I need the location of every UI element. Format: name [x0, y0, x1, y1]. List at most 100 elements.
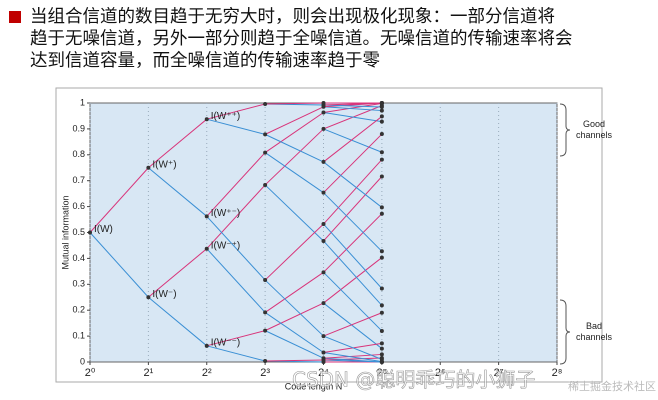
node-label: I(W⁺⁻): [211, 208, 240, 219]
x-tick-label: 2⁸: [552, 367, 563, 379]
node: [263, 358, 268, 363]
node: [379, 108, 384, 113]
edge: [264, 279, 324, 337]
edge: [265, 359, 324, 362]
y-tick-label: 0.2: [72, 305, 85, 315]
edge: [89, 167, 149, 233]
node: [379, 119, 384, 124]
node: [321, 301, 326, 306]
node: [204, 117, 209, 122]
edge: [264, 133, 324, 163]
node: [379, 101, 384, 105]
edge: [148, 248, 208, 298]
node-label: I(W⁺⁺): [211, 111, 240, 122]
node: [321, 334, 326, 339]
node: [379, 249, 384, 254]
node-label: I(W): [94, 224, 113, 235]
edge: [323, 192, 383, 252]
node: [379, 105, 384, 110]
node-label: I(W⁻⁺): [211, 240, 240, 251]
node-label: I(W⁻): [152, 289, 176, 300]
node: [321, 270, 326, 275]
node: [379, 157, 384, 162]
edge: [323, 102, 382, 113]
node: [379, 174, 384, 179]
edge: [323, 312, 383, 337]
x-tick-label: 2³: [260, 367, 270, 379]
edge: [206, 345, 266, 362]
node: [263, 278, 268, 283]
bullet: [9, 11, 21, 23]
y-tick-label: 0.1: [72, 330, 85, 340]
node: [379, 205, 384, 210]
edge: [323, 116, 383, 163]
y-tick-label: 0: [80, 356, 85, 366]
node: [263, 310, 268, 315]
edge: [323, 176, 383, 242]
x-tick-label: 2⁴: [318, 367, 329, 379]
header-line: 当组合信道的数目趋于无穷大时，则会出现极化现象：一部分信道将: [30, 7, 555, 27]
x-tick-label: 2²: [202, 367, 212, 379]
edge: [264, 302, 324, 332]
edge: [264, 152, 324, 194]
node: [379, 150, 384, 155]
node: [321, 356, 326, 361]
edge: [264, 184, 324, 242]
edge: [206, 152, 266, 217]
edge: [206, 248, 266, 313]
edge: [323, 128, 383, 153]
edge: [323, 106, 382, 112]
edge: [264, 112, 324, 153]
edge: [323, 159, 383, 225]
bad-label: Bad channels: [575, 321, 613, 342]
x-tick-label: 2⁵: [377, 367, 388, 379]
node: [379, 357, 384, 362]
watermark-sub: 稀土掘金技术社区: [568, 379, 656, 393]
node: [321, 101, 326, 105]
node: [88, 230, 92, 235]
node: [379, 341, 384, 346]
y-tick-label: 0.8: [72, 149, 85, 159]
node: [321, 190, 326, 195]
edge: [323, 357, 382, 363]
node: [263, 150, 268, 155]
edge: [323, 133, 383, 194]
node: [146, 295, 151, 300]
node: [379, 346, 384, 351]
edge: [323, 161, 383, 208]
y-tick-label: 0.6: [72, 201, 85, 211]
watermark: CSDN @聪明乖巧的小狮子: [292, 368, 535, 392]
edge: [323, 357, 382, 361]
edge: [264, 223, 324, 281]
node: [379, 286, 384, 291]
edge: [206, 184, 266, 250]
edge: [206, 330, 266, 347]
node: [379, 303, 384, 308]
node: [379, 132, 384, 137]
node: [263, 102, 268, 107]
node: [321, 222, 326, 227]
edge: [264, 106, 324, 135]
node: [146, 165, 151, 170]
node: [321, 350, 326, 355]
edge: [323, 213, 383, 273]
edge: [89, 232, 149, 298]
node: [379, 328, 384, 333]
good-label: Good channels: [575, 119, 613, 140]
y-axis-label: Mutual information: [60, 195, 70, 269]
header: 当组合信道的数目趋于无穷大时，则会出现极化现象：一部分信道将 趋于无噪信道，另外…: [30, 6, 650, 72]
header-line: 达到信道容量，而全噪信道的传输速率趋于零: [30, 51, 380, 71]
edge: [206, 103, 266, 120]
node: [379, 310, 384, 315]
x-axis-label: Code length N: [285, 381, 343, 391]
y-tick-label: 0.4: [72, 253, 85, 263]
node: [379, 114, 384, 119]
edge: [264, 330, 324, 359]
edge: [323, 271, 383, 332]
plot-area: [89, 102, 558, 363]
x-tick-label: 2⁶: [435, 367, 446, 379]
node: [263, 182, 268, 187]
node-label: I(W⁻⁻): [211, 337, 240, 348]
edge: [148, 167, 208, 217]
